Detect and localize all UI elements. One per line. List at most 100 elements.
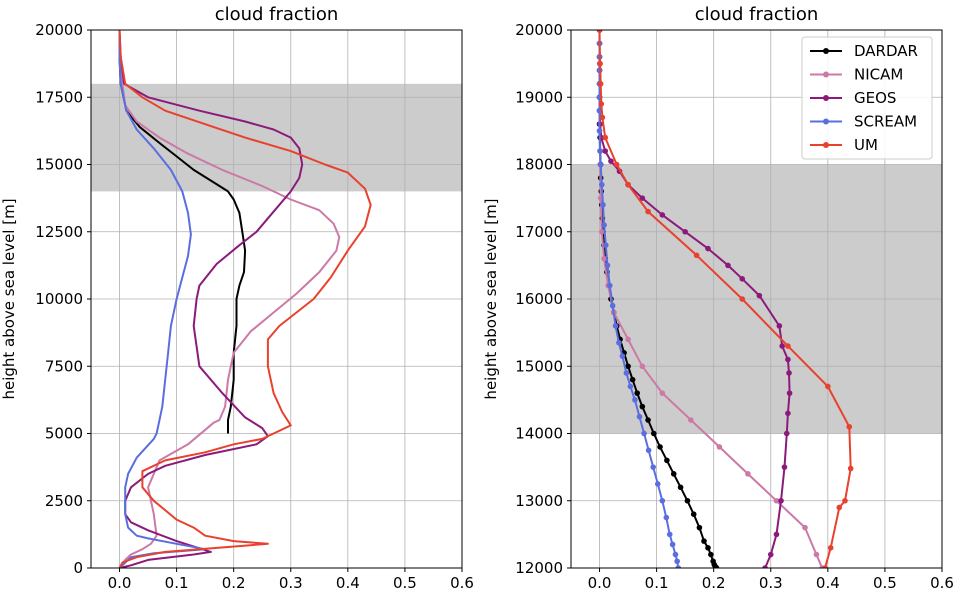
y-tick-label: 15000 (515, 357, 563, 375)
series-point-um (597, 81, 604, 87)
x-tick-label: 0.6 (930, 574, 954, 592)
x-tick-label: 0.5 (873, 574, 897, 592)
series-point-nicam (639, 363, 646, 370)
series-point-scream (604, 262, 611, 269)
series-point-scream (596, 128, 603, 134)
series-point-um (825, 383, 831, 390)
series-point-um (739, 296, 746, 302)
legend-marker-nicam (823, 71, 829, 78)
series-line-scream (118, 30, 207, 568)
legend-marker-um (823, 142, 829, 148)
y-tick-label: 10000 (35, 290, 83, 308)
series-point-dardar (670, 471, 677, 477)
legend-label-geos: GEOS (854, 89, 896, 107)
x-tick-label: 0.3 (759, 574, 783, 592)
series-point-um (597, 60, 603, 67)
series-point-geos (785, 410, 791, 417)
series-point-geos (739, 276, 746, 282)
series-point-scream (616, 339, 622, 346)
series-point-um (847, 465, 854, 472)
y-tick-label: 12000 (515, 559, 563, 577)
series-point-nicam (716, 444, 723, 450)
series-point-scream (599, 181, 605, 188)
series-point-dardar (639, 403, 646, 410)
series-point-um (836, 504, 843, 511)
series-point-um (846, 423, 853, 430)
series-point-dardar (684, 497, 691, 504)
series-point-geos (785, 356, 791, 363)
legend-box (801, 36, 933, 160)
y-axis-label: height above sea level [m] (482, 198, 500, 399)
series-point-scream (603, 242, 609, 248)
series-point-scream (669, 541, 676, 548)
x-tick-label: 0.4 (336, 574, 360, 592)
y-tick-label: 7500 (45, 357, 83, 375)
series-point-dardar (634, 390, 641, 396)
series-line-um (118, 30, 372, 568)
legend-label-scream: SCREAM (854, 113, 917, 131)
series-group (596, 30, 854, 568)
y-tick-label: 15000 (35, 156, 83, 174)
series-point-nicam (601, 255, 607, 262)
series-point-um (596, 30, 603, 33)
y-tick-label: 17500 (35, 88, 83, 106)
y-tick-label: 2500 (45, 492, 83, 510)
series-point-scream (674, 558, 680, 565)
series-point-dardar (650, 430, 657, 437)
legend-label-um: UM (854, 136, 878, 154)
series-point-geos (602, 148, 609, 154)
series-point-um (645, 208, 651, 215)
series-line-geos (598, 30, 791, 568)
series-point-dardar (664, 457, 670, 464)
series-point-geos (608, 158, 614, 164)
series-point-nicam (773, 497, 780, 504)
series-point-geos (786, 390, 793, 396)
series-point-nicam (625, 336, 631, 343)
series-point-geos (776, 323, 783, 329)
y-tick-label: 14000 (515, 425, 563, 443)
legend-marker-dardar (823, 48, 829, 54)
series-point-geos (762, 565, 768, 568)
series-point-scream (597, 148, 603, 154)
y-axis-label: height above sea level [m] (0, 198, 18, 399)
series-point-scream (623, 370, 630, 376)
series-point-scream (632, 397, 638, 403)
series-point-geos (756, 292, 763, 299)
series-point-dardar (713, 565, 720, 568)
series-point-geos (783, 430, 790, 437)
series-point-geos (773, 531, 780, 538)
series-point-nicam (802, 524, 808, 531)
series-point-um (599, 114, 606, 121)
series-point-nicam (688, 417, 694, 423)
y-tick-label: 18000 (515, 156, 563, 174)
series-point-um (693, 252, 700, 259)
series-point-geos (725, 262, 731, 269)
y-tick-label: 20000 (35, 21, 83, 39)
series-point-um (613, 161, 620, 168)
series-point-scream (619, 353, 626, 359)
y-tick-label: 13000 (515, 492, 563, 510)
x-tick-label: 0.5 (393, 574, 417, 592)
chart-panel-2: 0.0 0.1 0.2 0.3 0.4 0.5 0.6 12000 13000 14000 1500… (482, 4, 954, 592)
series-point-dardar (625, 363, 631, 370)
series-point-geos (682, 228, 688, 235)
chart-title: cloud fraction (695, 4, 819, 25)
y-tick-label: 16000 (515, 290, 563, 308)
series-point-dardar (645, 417, 651, 423)
x-tick-label: 0.2 (222, 574, 246, 592)
series-point-geos (786, 370, 792, 376)
series-point-dardar (657, 444, 663, 450)
series-point-dardar (677, 484, 684, 491)
x-tick-label: 0.4 (816, 574, 840, 592)
series-point-geos (659, 212, 666, 218)
series-point-geos (767, 551, 774, 558)
legend-label-dardar: DARDAR (854, 42, 918, 60)
series-point-geos (778, 497, 784, 504)
y-tick-label: 5000 (45, 425, 83, 443)
series-point-scream (612, 323, 619, 329)
series-point-scream (597, 161, 604, 168)
series-point-um (842, 497, 848, 504)
series-point-dardar (696, 524, 703, 531)
x-tick-label: 0.3 (279, 574, 303, 592)
series-point-scream (666, 531, 673, 538)
